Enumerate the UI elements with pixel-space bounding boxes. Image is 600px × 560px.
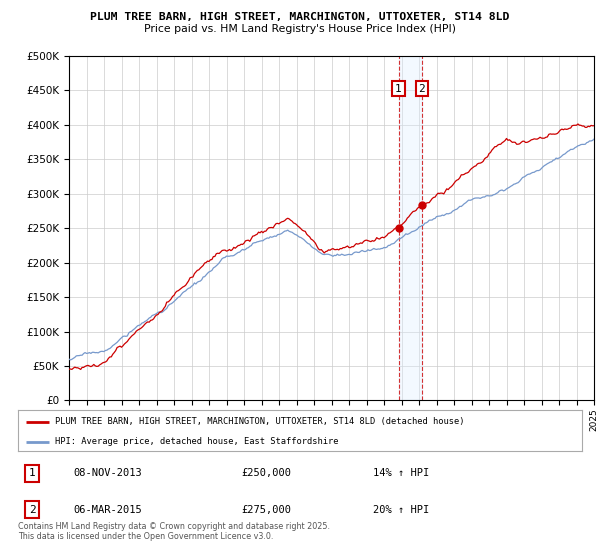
Text: 08-NOV-2013: 08-NOV-2013 <box>74 468 143 478</box>
Text: Price paid vs. HM Land Registry's House Price Index (HPI): Price paid vs. HM Land Registry's House … <box>144 24 456 34</box>
Bar <box>398 56 422 400</box>
Text: PLUM TREE BARN, HIGH STREET, MARCHINGTON, UTTOXETER, ST14 8LD: PLUM TREE BARN, HIGH STREET, MARCHINGTON… <box>91 12 509 22</box>
Text: 1: 1 <box>29 468 35 478</box>
Text: 14% ↑ HPI: 14% ↑ HPI <box>373 468 430 478</box>
Text: 2: 2 <box>419 83 425 94</box>
Text: Contains HM Land Registry data © Crown copyright and database right 2025.
This d: Contains HM Land Registry data © Crown c… <box>18 522 330 542</box>
Text: PLUM TREE BARN, HIGH STREET, MARCHINGTON, UTTOXETER, ST14 8LD (detached house): PLUM TREE BARN, HIGH STREET, MARCHINGTON… <box>55 417 464 426</box>
Text: 06-MAR-2015: 06-MAR-2015 <box>74 505 143 515</box>
Text: £275,000: £275,000 <box>241 505 291 515</box>
Text: 2: 2 <box>29 505 35 515</box>
Text: 20% ↑ HPI: 20% ↑ HPI <box>373 505 430 515</box>
Text: 1: 1 <box>395 83 402 94</box>
Text: £250,000: £250,000 <box>241 468 291 478</box>
Text: HPI: Average price, detached house, East Staffordshire: HPI: Average price, detached house, East… <box>55 437 338 446</box>
